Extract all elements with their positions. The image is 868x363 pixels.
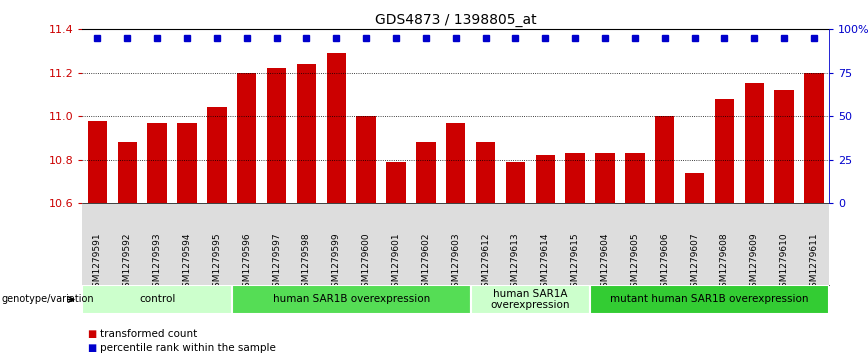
Bar: [416, 142, 436, 203]
Bar: [470, 285, 590, 314]
Bar: [117, 142, 137, 203]
Text: genotype/variation: genotype/variation: [2, 294, 95, 305]
Bar: [357, 116, 376, 203]
Bar: [536, 155, 555, 203]
Bar: [590, 285, 829, 314]
Title: GDS4873 / 1398805_at: GDS4873 / 1398805_at: [375, 13, 536, 26]
Bar: [82, 285, 232, 314]
Bar: [386, 162, 405, 203]
Bar: [805, 73, 824, 203]
Bar: [565, 153, 585, 203]
Text: transformed count: transformed count: [100, 329, 197, 339]
Text: percentile rank within the sample: percentile rank within the sample: [100, 343, 276, 354]
Bar: [266, 68, 286, 203]
Text: mutant human SAR1B overexpression: mutant human SAR1B overexpression: [610, 294, 809, 305]
Bar: [232, 285, 470, 314]
Bar: [595, 153, 615, 203]
Bar: [745, 83, 764, 203]
Text: ■: ■: [87, 329, 96, 339]
Bar: [476, 142, 496, 203]
Text: human SAR1B overexpression: human SAR1B overexpression: [273, 294, 430, 305]
Bar: [237, 73, 256, 203]
Text: ■: ■: [87, 343, 96, 354]
Bar: [326, 53, 346, 203]
Bar: [774, 90, 794, 203]
Bar: [655, 116, 674, 203]
Bar: [714, 99, 734, 203]
Bar: [625, 153, 645, 203]
Bar: [88, 121, 107, 203]
Bar: [207, 107, 227, 203]
Bar: [446, 123, 465, 203]
Bar: [297, 64, 316, 203]
Bar: [177, 123, 197, 203]
Text: control: control: [139, 294, 175, 305]
Bar: [506, 162, 525, 203]
Bar: [148, 123, 167, 203]
Text: human SAR1A
overexpression: human SAR1A overexpression: [490, 289, 570, 310]
Bar: [685, 173, 704, 203]
